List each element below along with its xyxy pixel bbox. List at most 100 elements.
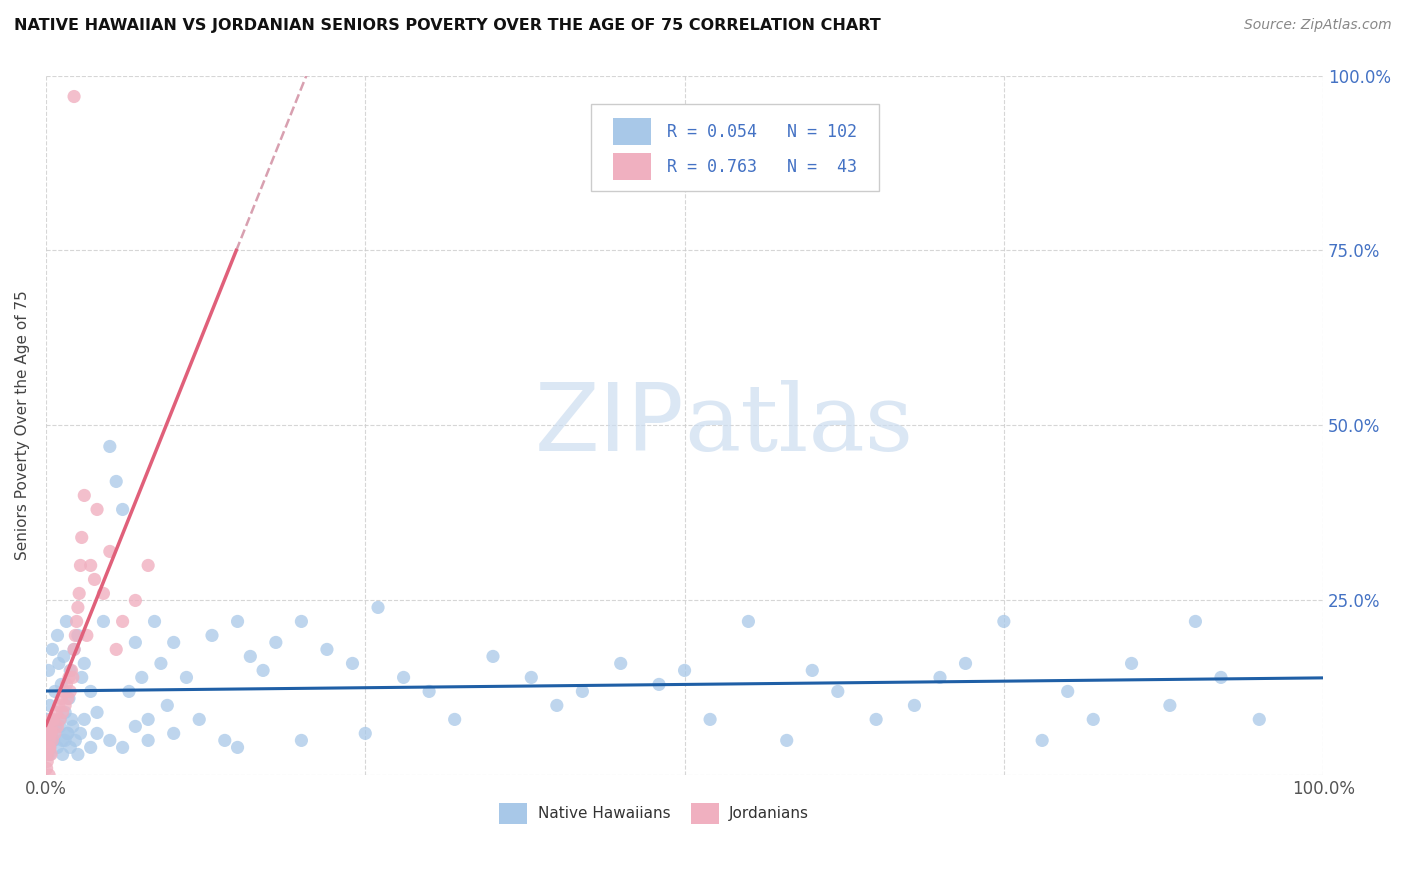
Text: ZIP: ZIP [534,379,685,472]
Point [45,719,67,733]
FancyBboxPatch shape [592,103,879,191]
Point [443,713,465,727]
Point [48,657,70,671]
Point [60,713,83,727]
Point [136,558,159,573]
Text: R = 0.763   N =  43: R = 0.763 N = 43 [666,158,856,176]
Point [41,642,63,657]
Point [737,615,759,629]
Point [39,726,62,740]
Point [69,558,91,573]
Point [48,698,70,713]
Point [124,593,146,607]
Point [44,726,66,740]
Point [45,706,67,720]
Point [49,713,72,727]
Point [44,726,66,740]
Point [58,691,80,706]
Point [105,475,128,489]
Point [62,670,84,684]
Point [65,628,87,642]
Point [56,726,79,740]
Point [37,755,59,769]
Point [316,642,339,657]
Text: Jordanians: Jordanians [730,806,810,822]
Point [367,600,389,615]
Bar [499,804,527,824]
Point [67,586,90,600]
Point [673,664,696,678]
Point [418,684,440,698]
Point [39,725,62,739]
Text: atlas: atlas [685,381,914,470]
Point [58,670,80,684]
Point [264,635,287,649]
Point [38,664,60,678]
Point [571,684,593,698]
Point [39,747,62,762]
Point [1184,615,1206,629]
Point [52,733,75,747]
Point [648,677,671,691]
Point [136,713,159,727]
Point [546,698,568,713]
Point [66,628,89,642]
Point [79,558,101,573]
Point [66,600,89,615]
Point [76,628,98,642]
Point [354,726,377,740]
Point [53,706,76,720]
Point [59,684,82,698]
Point [79,684,101,698]
Point [699,713,721,727]
Point [73,713,96,727]
Point [49,713,72,727]
Point [60,664,83,678]
Point [1031,733,1053,747]
Point [86,726,108,740]
Point [827,684,849,698]
Point [52,684,75,698]
Point [482,649,505,664]
Point [124,635,146,649]
Point [46,740,69,755]
Point [41,733,63,747]
Point [609,657,631,671]
Point [63,89,86,103]
Point [776,733,799,747]
Point [124,719,146,733]
Point [1056,684,1078,698]
Point [105,642,128,657]
Bar [690,804,718,824]
Point [252,664,274,678]
Point [993,615,1015,629]
Point [163,635,186,649]
Bar [613,119,651,145]
Point [520,670,543,684]
Point [44,684,66,698]
Point [801,664,824,678]
Point [42,733,65,747]
Point [62,719,84,733]
Point [38,740,60,755]
Point [156,698,179,713]
Point [56,726,79,740]
Text: R = 0.054   N = 102: R = 0.054 N = 102 [666,122,856,141]
Point [39,726,62,740]
Point [70,670,93,684]
Point [38,740,60,755]
Point [1159,698,1181,713]
Point [239,649,262,664]
Point [98,440,121,454]
Point [37,713,59,727]
Point [38,733,60,747]
Point [35,746,58,760]
Point [93,615,115,629]
Y-axis label: Seniors Poverty Over the Age of 75: Seniors Poverty Over the Age of 75 [15,291,30,560]
Point [52,747,75,762]
Point [903,698,925,713]
Point [131,670,153,684]
Point [37,747,59,762]
Bar [613,153,651,180]
Point [56,691,79,706]
